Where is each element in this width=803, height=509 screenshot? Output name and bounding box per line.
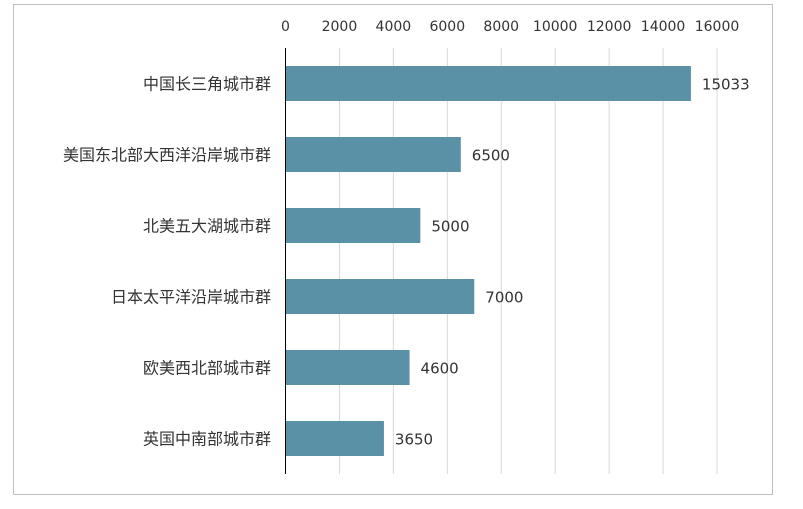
category-label: 北美五大湖城市群: [143, 217, 271, 236]
x-tick-label: 12000: [587, 19, 632, 35]
data-label: 15033: [702, 76, 750, 94]
bar: [285, 137, 461, 172]
x-tick-label: 2000: [322, 19, 358, 35]
bar: [285, 208, 421, 243]
category-label: 中国长三角城市群: [143, 75, 271, 94]
x-tick-label: 16000: [695, 19, 740, 35]
data-labels: 15033 6500 5000 7000 4600 3650: [395, 76, 750, 449]
gridlines: [338, 48, 718, 474]
category-label: 美国东北部大西洋沿岸城市群: [63, 146, 271, 165]
data-label: 4600: [421, 360, 459, 378]
data-label: 6500: [472, 147, 510, 165]
x-tick-label: 8000: [483, 19, 519, 35]
category-label: 英国中南部城市群: [143, 430, 271, 449]
bar: [285, 66, 691, 101]
data-label: 5000: [431, 218, 469, 236]
data-label: 7000: [485, 289, 523, 307]
x-tick-label: 14000: [641, 19, 686, 35]
bar: [285, 279, 475, 314]
category-labels: 中国长三角城市群美国东北部大西洋沿岸城市群北美五大湖城市群日本太平洋沿岸城市群欧…: [63, 75, 271, 449]
x-tick-label: 4000: [376, 19, 412, 35]
category-label: 日本太平洋沿岸城市群: [111, 288, 271, 307]
x-tick-label: 10000: [533, 19, 578, 35]
bars: [285, 66, 691, 456]
x-tick-label: 6000: [429, 19, 465, 35]
category-label: 欧美西北部城市群: [143, 359, 271, 378]
bar: [285, 421, 384, 456]
data-label: 3650: [395, 431, 433, 449]
bar: [285, 350, 410, 385]
x-tick-labels: 0 2000 4000 6000 8000 10000 12000 14000 16000: [281, 19, 739, 35]
x-tick-label: 0: [281, 19, 290, 35]
